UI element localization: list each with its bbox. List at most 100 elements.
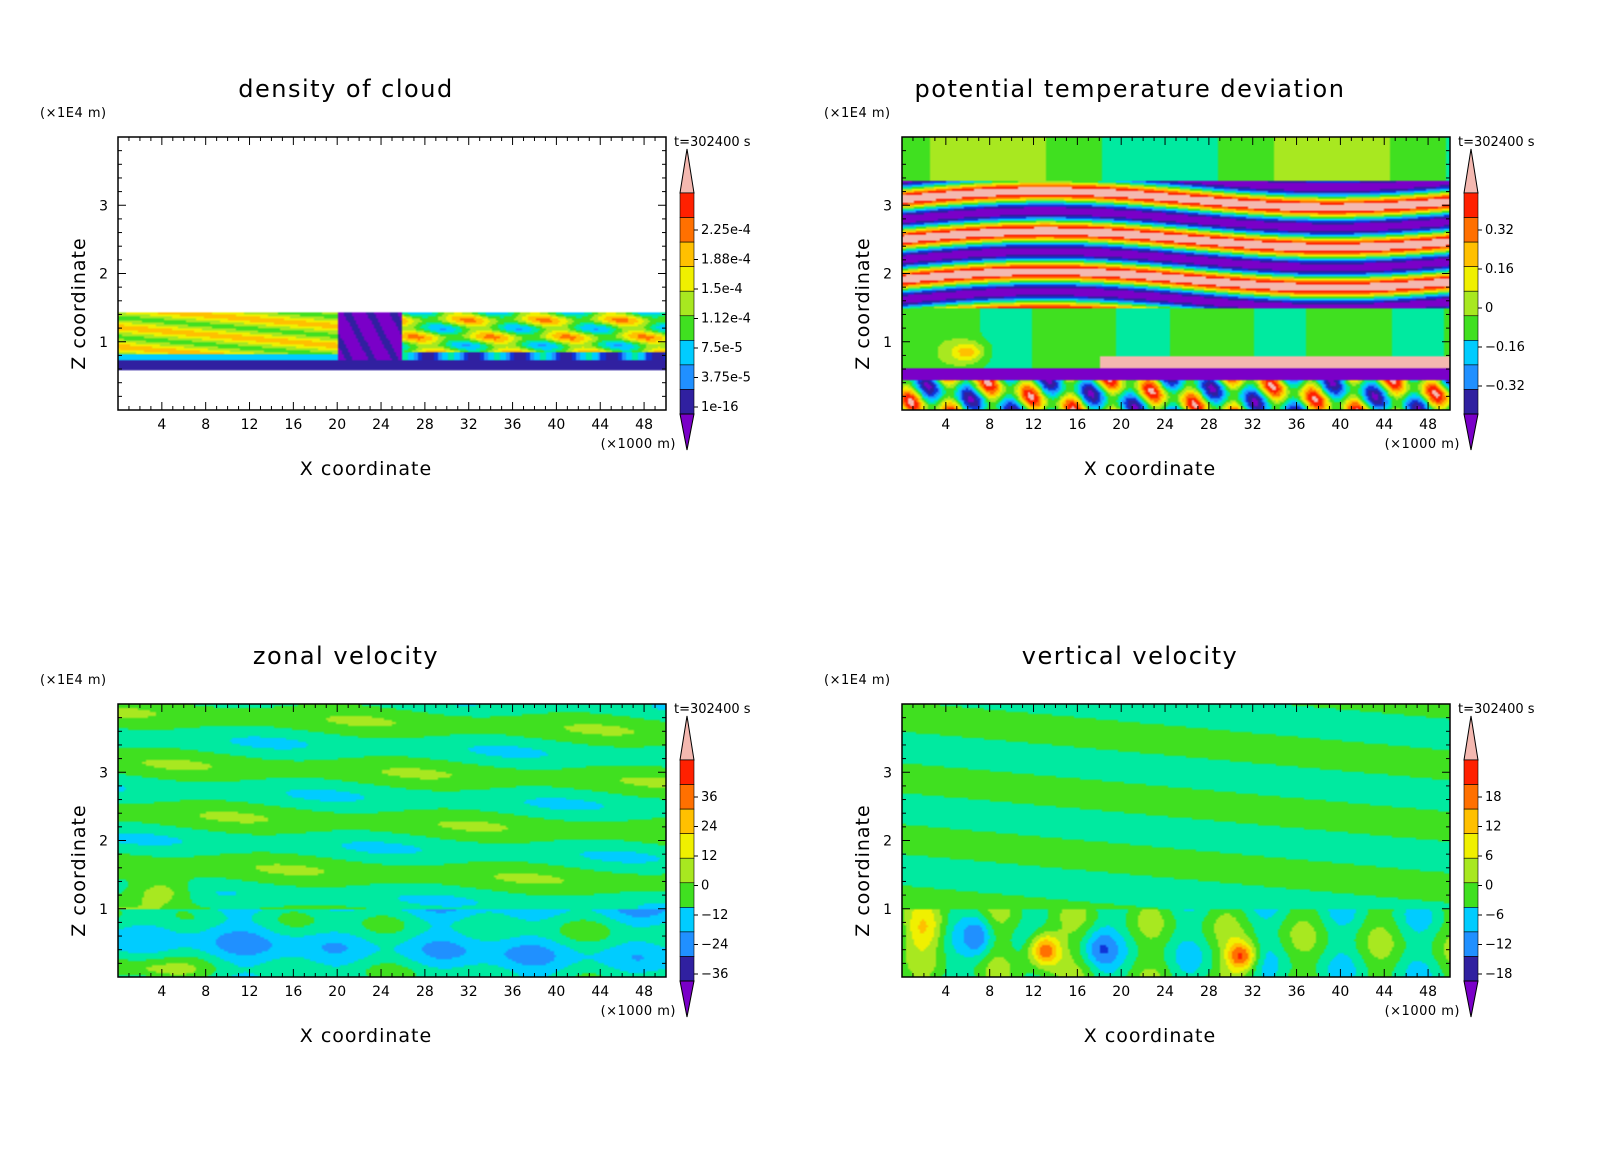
chart-title: potential temperature deviation — [915, 75, 1346, 103]
time-label: t=302400 s — [1458, 135, 1535, 150]
colorbar-min-arrow — [1463, 413, 1479, 451]
colorbar-max-arrow — [1463, 148, 1479, 194]
x-tick-label: 4 — [157, 417, 166, 433]
colorbar-segment — [1463, 907, 1479, 933]
colorbar-segment — [679, 857, 695, 884]
colorbar-segment — [1463, 931, 1479, 957]
x-tick-label: 36 — [1288, 417, 1306, 433]
x-tick-label: 12 — [1025, 984, 1043, 1000]
y-unit-label: (×1E4 m) — [40, 673, 107, 688]
colorbar-segment — [1463, 759, 1479, 785]
colorbar-label: 12 — [701, 849, 718, 864]
x-tick-label: 16 — [284, 417, 302, 433]
colorbar-label: 24 — [701, 820, 718, 835]
colorbar-label: 36 — [701, 790, 718, 805]
x-tick-label: 36 — [504, 984, 522, 1000]
x-tick-label: 12 — [1025, 417, 1043, 433]
time-label: t=302400 s — [674, 702, 751, 717]
colorbar-label: 0 — [701, 879, 709, 894]
colorbar-label: 0 — [1485, 879, 1493, 894]
colorbar-label: 2.25e-4 — [701, 223, 751, 238]
x-axis-label: X coordinate — [1084, 1025, 1216, 1047]
x-tick-label: 36 — [1288, 984, 1306, 1000]
y-tick-label: 1 — [99, 335, 108, 351]
chart-title: zonal velocity — [253, 642, 439, 670]
colorbar-segment — [679, 389, 695, 415]
colorbar-segment — [1463, 857, 1479, 884]
colorbar: 18 12 6 0 −6 −12 −18 — [1463, 715, 1512, 1018]
x-tick-label: 48 — [1419, 417, 1437, 433]
panel-3: zonal velocity(×1E4 m)t=302400 s4 8 12 16 20… — [40, 642, 751, 1047]
colorbar-segment — [1463, 364, 1479, 390]
x-tick-label: 4 — [941, 984, 950, 1000]
x-tick-label: 40 — [547, 984, 565, 1000]
x-tick-label: 28 — [1200, 417, 1218, 433]
colorbar-segment — [679, 364, 695, 390]
colorbar-segment — [679, 784, 695, 810]
colorbar-segment — [1463, 784, 1479, 810]
y-axis-label: Z coordinate — [68, 804, 90, 936]
x-tick-label: 44 — [591, 984, 609, 1000]
x-axis-label: X coordinate — [1084, 458, 1216, 480]
colorbar-segment — [679, 315, 695, 341]
x-tick-label: 4 — [157, 984, 166, 1000]
colorbar-max-arrow — [679, 715, 695, 761]
y-tick-label: 1 — [99, 902, 108, 918]
y-tick-label: 2 — [99, 267, 108, 283]
x-tick-label: 48 — [635, 417, 653, 433]
colorbar-label: 1.88e-4 — [701, 253, 751, 268]
colorbar-label: 7.5e-5 — [701, 341, 743, 356]
colorbar-segment — [1463, 956, 1479, 982]
x-tick-label: 36 — [504, 417, 522, 433]
colorbar-label: −24 — [701, 938, 728, 953]
x-tick-label: 44 — [1375, 984, 1393, 1000]
y-unit-label: (×1E4 m) — [824, 106, 891, 121]
colorbar-label: 3.75e-5 — [701, 371, 751, 386]
y-tick-label: 3 — [99, 765, 108, 781]
colorbar-label: 1.5e-4 — [701, 282, 743, 297]
panel-4: vertical velocity(×1E4 m)t=302400 s4 8 12 1… — [824, 642, 1535, 1047]
chart-title: vertical velocity — [1022, 642, 1238, 670]
colorbar-segment — [1463, 833, 1479, 859]
x-tick-label: 40 — [1331, 984, 1349, 1000]
x-tick-label: 48 — [635, 984, 653, 1000]
time-label: t=302400 s — [674, 135, 751, 150]
x-tick-label: 8 — [985, 417, 994, 433]
panel-1: density of cloud(×1E4 m)t=302400 s4 8 12 16… — [40, 75, 751, 480]
x-tick-label: 4 — [941, 417, 950, 433]
x-tick-label: 20 — [1112, 984, 1130, 1000]
colorbar-segment — [679, 833, 695, 859]
colorbar-label: 12 — [1485, 820, 1502, 835]
x-unit-label: (×1000 m) — [601, 437, 676, 452]
colorbar: 36 24 12 0 −12 −24 −36 — [679, 715, 728, 1018]
x-tick-label: 32 — [1244, 417, 1262, 433]
colorbar-segment — [679, 907, 695, 933]
x-tick-label: 8 — [985, 984, 994, 1000]
y-tick-label: 2 — [883, 267, 892, 283]
colorbar-segment — [679, 340, 695, 366]
y-tick-label: 1 — [883, 335, 892, 351]
x-axis-label: X coordinate — [300, 1025, 432, 1047]
colorbar-label: −36 — [701, 967, 728, 982]
colorbar-label: 0.32 — [1485, 223, 1514, 238]
y-axis-label: Z coordinate — [852, 237, 874, 369]
x-tick-label: 28 — [1200, 984, 1218, 1000]
x-tick-label: 8 — [201, 417, 210, 433]
x-unit-label: (×1000 m) — [1385, 1004, 1460, 1019]
x-tick-label: 20 — [1112, 417, 1130, 433]
x-tick-label: 48 — [1419, 984, 1437, 1000]
y-axis-label: Z coordinate — [68, 237, 90, 369]
colorbar-segment — [679, 882, 695, 908]
x-tick-label: 44 — [1375, 417, 1393, 433]
colorbar-label: 0 — [1485, 301, 1493, 316]
x-tick-label: 28 — [416, 984, 434, 1000]
x-tick-label: 32 — [460, 984, 478, 1000]
colorbar-label: −0.32 — [1485, 379, 1525, 394]
colorbar-min-arrow — [679, 980, 695, 1018]
y-tick-label: 3 — [883, 198, 892, 214]
y-axis-label: Z coordinate — [852, 804, 874, 936]
colorbar-label: 6 — [1485, 849, 1493, 864]
colorbar-label: −6 — [1485, 908, 1504, 923]
colorbar-segment — [1463, 882, 1479, 908]
colorbar-max-arrow — [679, 148, 695, 194]
